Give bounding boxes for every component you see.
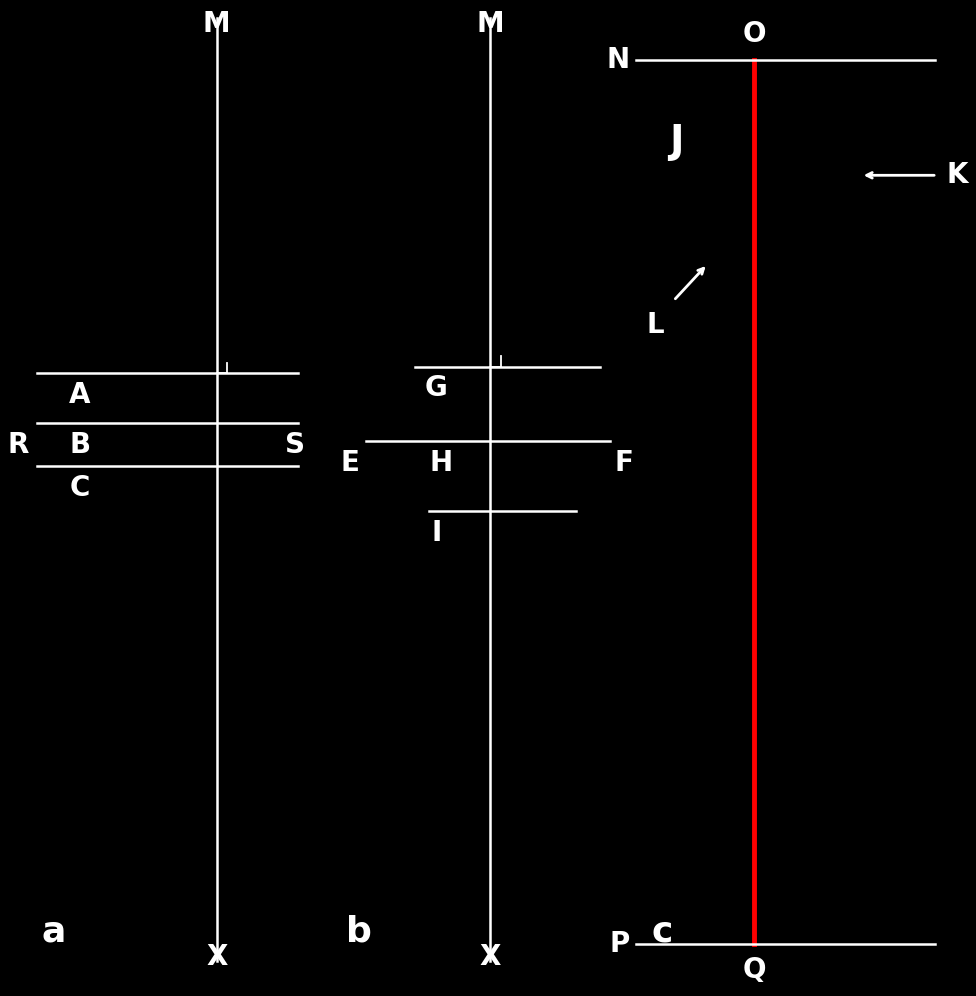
Text: G: G bbox=[425, 374, 448, 402]
Text: S: S bbox=[285, 431, 305, 459]
Text: H: H bbox=[429, 449, 453, 477]
Text: E: E bbox=[341, 449, 359, 477]
Text: I: I bbox=[431, 519, 441, 547]
Text: C: C bbox=[70, 474, 90, 502]
Text: b: b bbox=[346, 914, 372, 948]
Text: M: M bbox=[476, 10, 504, 38]
Text: P: P bbox=[609, 930, 630, 958]
Text: L: L bbox=[646, 311, 664, 339]
Text: R: R bbox=[8, 431, 29, 459]
Text: A: A bbox=[69, 381, 91, 409]
Text: J: J bbox=[670, 124, 683, 161]
Text: N: N bbox=[606, 46, 630, 74]
Text: c: c bbox=[651, 914, 672, 948]
Text: O: O bbox=[743, 20, 766, 48]
Text: B: B bbox=[69, 431, 91, 459]
Text: a: a bbox=[42, 914, 65, 948]
Text: X: X bbox=[206, 943, 227, 971]
Text: K: K bbox=[947, 161, 968, 189]
Text: M: M bbox=[203, 10, 230, 38]
Text: F: F bbox=[615, 449, 633, 477]
Text: X: X bbox=[479, 943, 501, 971]
Text: Q: Q bbox=[743, 956, 766, 984]
